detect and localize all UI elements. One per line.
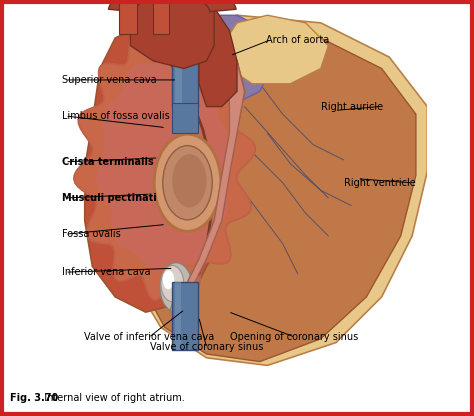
Polygon shape [172,282,198,350]
Polygon shape [199,0,237,106]
Ellipse shape [163,270,174,289]
Polygon shape [130,0,214,69]
Polygon shape [74,27,255,300]
Polygon shape [138,27,416,362]
Text: Fig. 3.70: Fig. 3.70 [10,393,59,403]
Polygon shape [175,282,181,350]
Polygon shape [153,0,169,34]
Text: Valve of inferior vena cava: Valve of inferior vena cava [84,332,215,342]
Polygon shape [176,38,245,305]
Text: Valve of coronary sinus: Valve of coronary sinus [150,342,263,352]
FancyBboxPatch shape [172,25,198,106]
Ellipse shape [153,0,169,3]
Polygon shape [109,0,236,12]
Text: Right ventricle: Right ventricle [344,178,416,188]
Polygon shape [222,15,328,84]
Text: Limbus of fossa ovalis: Limbus of fossa ovalis [62,111,170,121]
Ellipse shape [154,134,221,231]
Polygon shape [153,15,275,106]
Text: Superior vena cava: Superior vena cava [62,75,156,85]
FancyBboxPatch shape [175,25,182,106]
Ellipse shape [161,265,184,302]
Text: Musculi pectinati: Musculi pectinati [62,193,156,203]
Ellipse shape [119,0,137,3]
Ellipse shape [163,146,212,220]
Text: Arch of aorta: Arch of aorta [265,35,329,45]
FancyBboxPatch shape [172,103,198,133]
Text: Internal view of right atrium.: Internal view of right atrium. [38,393,185,403]
Ellipse shape [172,20,198,29]
Polygon shape [130,15,428,365]
Polygon shape [119,0,137,34]
Text: Crista terminalis: Crista terminalis [62,157,154,167]
Text: Right auricle: Right auricle [321,102,383,111]
Ellipse shape [160,262,192,312]
Text: Inferior vena cava: Inferior vena cava [62,267,150,277]
Ellipse shape [172,154,207,208]
Polygon shape [85,23,245,312]
Text: Opening of coronary sinus: Opening of coronary sinus [230,332,358,342]
Polygon shape [97,56,232,271]
Text: Fossa ovalis: Fossa ovalis [62,229,121,239]
